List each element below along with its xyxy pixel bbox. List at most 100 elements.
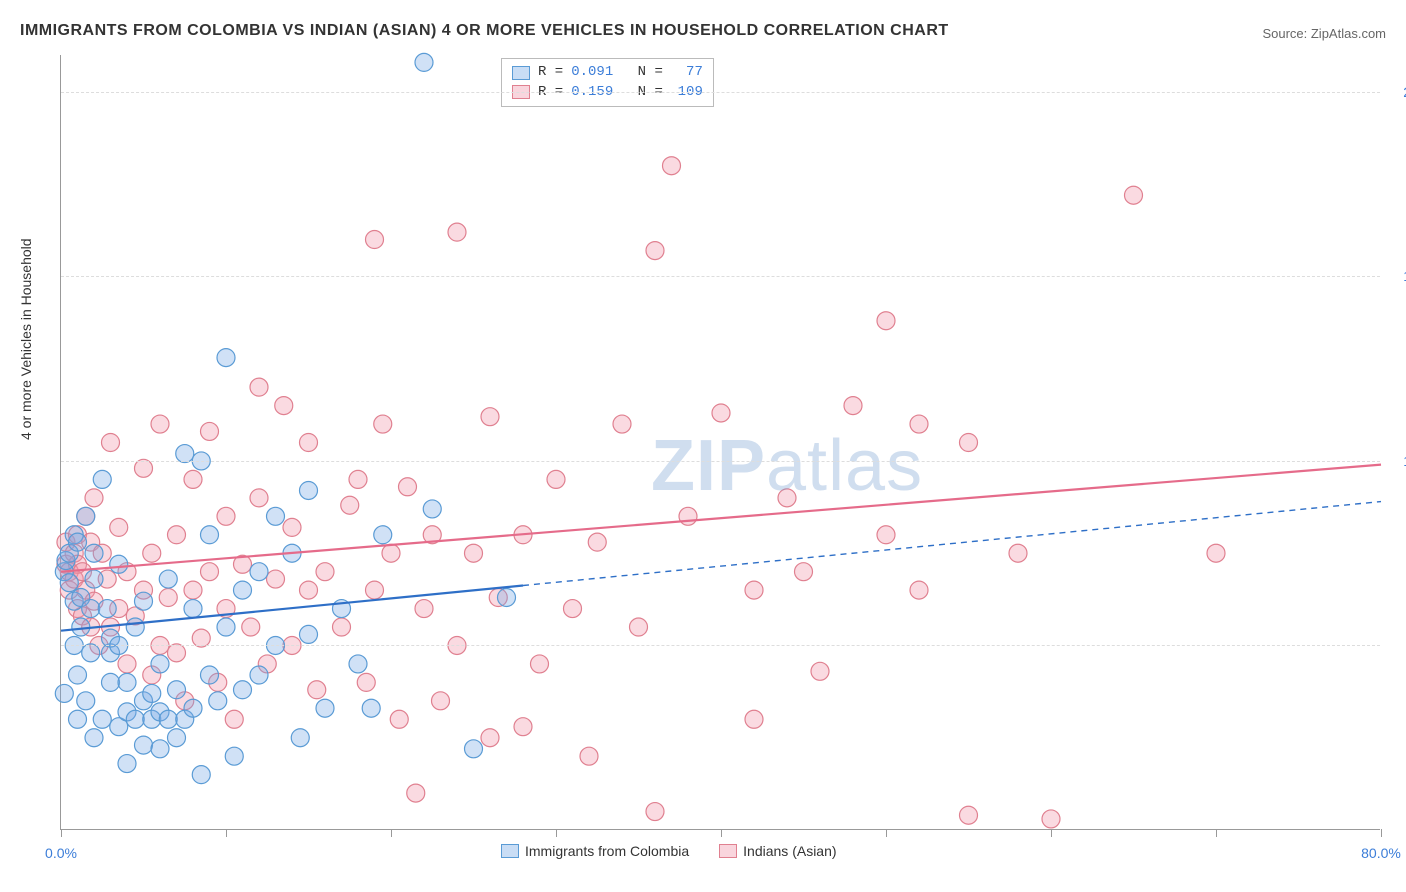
x-tick [391, 829, 392, 837]
scatter-point [118, 673, 136, 691]
scatter-point [98, 600, 116, 618]
scatter-point [82, 644, 100, 662]
scatter-point [77, 692, 95, 710]
scatter-point [85, 544, 103, 562]
scatter-point [481, 729, 499, 747]
scatter-point [250, 489, 268, 507]
scatter-point [291, 729, 309, 747]
scatter-point [209, 692, 227, 710]
scatter-point [93, 710, 111, 728]
n-label: N = [638, 63, 663, 83]
scatter-point [135, 459, 153, 477]
scatter-point [143, 684, 161, 702]
scatter-point [308, 681, 326, 699]
scatter-point [151, 415, 169, 433]
chart-svg [61, 55, 1380, 829]
scatter-point [588, 533, 606, 551]
scatter-point [811, 662, 829, 680]
scatter-point [778, 489, 796, 507]
scatter-point [349, 470, 367, 488]
scatter-point [531, 655, 549, 673]
scatter-point [267, 507, 285, 525]
scatter-point [300, 481, 318, 499]
scatter-point [910, 415, 928, 433]
scatter-point [85, 570, 103, 588]
scatter-point [168, 681, 186, 699]
scatter-point [407, 784, 425, 802]
scatter-point [135, 592, 153, 610]
scatter-point [366, 581, 384, 599]
plot-area: R = 0.091 N = 77 R = 0.159 N = 109 ZIPat… [60, 55, 1380, 830]
legend-label-pink: Indians (Asian) [743, 843, 836, 859]
scatter-point [514, 718, 532, 736]
scatter-point [423, 500, 441, 518]
scatter-point [69, 710, 87, 728]
scatter-point [225, 710, 243, 728]
scatter-point [168, 644, 186, 662]
swatch-blue-icon [512, 66, 530, 80]
y-axis-label: 4 or more Vehicles in Household [18, 238, 34, 440]
y-tick-label: 5.0% [1388, 637, 1406, 653]
scatter-point [679, 507, 697, 525]
scatter-point [382, 544, 400, 562]
scatter-point [357, 673, 375, 691]
scatter-point [960, 806, 978, 824]
scatter-point [55, 684, 73, 702]
scatter-point [415, 53, 433, 71]
scatter-point [300, 434, 318, 452]
scatter-point [745, 710, 763, 728]
scatter-point [250, 666, 268, 684]
chart-title: IMMIGRANTS FROM COLOMBIA VS INDIAN (ASIA… [20, 22, 949, 40]
scatter-point [143, 544, 161, 562]
scatter-point [448, 223, 466, 241]
x-tick [1216, 829, 1217, 837]
scatter-point [877, 312, 895, 330]
scatter-point [217, 349, 235, 367]
x-tick [1381, 829, 1382, 837]
x-tick [886, 829, 887, 837]
scatter-point [630, 618, 648, 636]
scatter-point [192, 766, 210, 784]
source-attribution: Source: ZipAtlas.com [1262, 26, 1386, 41]
scatter-point [366, 231, 384, 249]
scatter-point [168, 729, 186, 747]
scatter-point [580, 747, 598, 765]
scatter-point [126, 618, 144, 636]
series-legend: Immigrants from Colombia Indians (Asian) [501, 843, 837, 859]
scatter-point [646, 242, 664, 260]
scatter-point [316, 563, 334, 581]
scatter-point [341, 496, 359, 514]
scatter-point [184, 699, 202, 717]
x-tick-label: 80.0% [1361, 845, 1401, 861]
scatter-point [126, 710, 144, 728]
x-tick [556, 829, 557, 837]
scatter-point [498, 589, 516, 607]
scatter-point [201, 666, 219, 684]
correlation-legend: R = 0.091 N = 77 R = 0.159 N = 109 [501, 58, 714, 107]
scatter-point [275, 397, 293, 415]
scatter-point [250, 563, 268, 581]
scatter-point [85, 729, 103, 747]
scatter-point [118, 755, 136, 773]
scatter-point [1042, 810, 1060, 828]
regression-line [61, 465, 1381, 572]
scatter-point [234, 581, 252, 599]
x-tick [1051, 829, 1052, 837]
scatter-point [300, 581, 318, 599]
scatter-point [85, 489, 103, 507]
scatter-point [300, 625, 318, 643]
scatter-point [159, 570, 177, 588]
y-tick-label: 20.0% [1388, 84, 1406, 100]
scatter-point [465, 740, 483, 758]
legend-item-blue: Immigrants from Colombia [501, 843, 689, 859]
scatter-point [877, 526, 895, 544]
scatter-point [102, 434, 120, 452]
gridline [61, 645, 1380, 646]
scatter-point [1125, 186, 1143, 204]
scatter-point [1009, 544, 1027, 562]
scatter-point [646, 803, 664, 821]
x-tick [61, 829, 62, 837]
scatter-point [69, 666, 87, 684]
scatter-point [184, 470, 202, 488]
scatter-point [184, 581, 202, 599]
